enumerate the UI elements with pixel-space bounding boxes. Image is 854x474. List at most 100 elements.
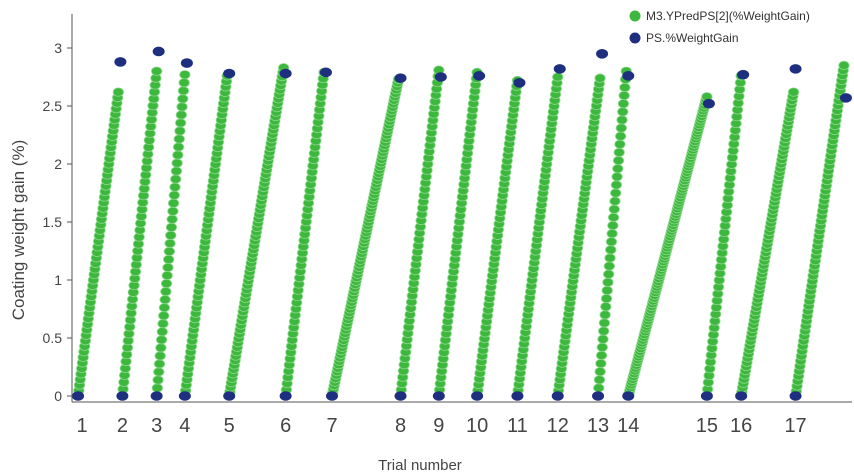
predicted-point	[159, 295, 171, 305]
predicted-point	[166, 214, 178, 224]
axes: 00.511.522.531 2 3 4 5 6 7 8 9 10 11 12 13 14 15 16 17	[43, 14, 852, 437]
y-tick-label: 2.5	[43, 98, 63, 114]
measured-point-end	[839, 93, 852, 103]
x-tick-label: 1	[76, 415, 87, 437]
measured-point-end	[513, 78, 526, 88]
measured-point-end	[737, 69, 750, 80]
predicted-point	[616, 115, 628, 125]
predicted-point	[602, 277, 614, 287]
measured-point-start	[432, 391, 445, 401]
series-measured	[72, 46, 852, 401]
legend-marker-measured	[629, 32, 641, 44]
legend-label-measured: PS.%WeightGain	[646, 31, 739, 45]
predicted-point	[112, 87, 124, 97]
predicted-point	[613, 147, 625, 157]
measured-point-end	[394, 73, 407, 83]
predicted-point	[609, 196, 621, 206]
x-tick-label: 2	[117, 415, 128, 437]
measured-point-end	[622, 71, 635, 81]
predicted-point	[174, 126, 186, 136]
predicted-point	[172, 142, 185, 152]
predicted-point	[162, 262, 174, 273]
predicted-point	[171, 158, 183, 168]
predicted-point	[607, 212, 620, 222]
measured-point-start	[789, 391, 802, 401]
measured-point-end	[223, 68, 236, 79]
predicted-point	[601, 285, 613, 296]
x-tick-label: 11	[507, 415, 528, 437]
y-tick-label: 1	[54, 272, 62, 288]
predicted-point	[164, 238, 176, 248]
measured-point-start	[150, 391, 163, 401]
predicted-point	[175, 118, 187, 128]
y-axis-title: Coating weight gain (%)	[9, 140, 28, 320]
measured-point-end	[596, 49, 609, 59]
measured-point-start	[592, 391, 605, 401]
measured-point-end	[180, 58, 193, 68]
predicted-point	[163, 246, 175, 257]
measured-point-end	[789, 64, 802, 74]
measured-point-start	[279, 391, 292, 401]
predicted-point	[612, 164, 624, 174]
x-tick-label: 5	[224, 415, 235, 437]
predicted-point	[160, 286, 172, 297]
predicted-point	[152, 375, 164, 385]
predicted-point	[615, 131, 627, 141]
predicted-point	[177, 94, 189, 104]
predicted-point	[597, 334, 609, 344]
predicted-point	[603, 261, 615, 271]
x-tick-label: 14	[617, 415, 639, 437]
x-tick-label: 12	[547, 415, 569, 437]
predicted-point	[614, 139, 626, 149]
predicted-point	[787, 87, 800, 97]
measured-point-start	[622, 391, 635, 401]
predicted-point	[157, 319, 169, 329]
legend-label-predicted: M3.YPredPS[2](%WeightGain)	[646, 9, 810, 23]
measured-point-end	[434, 72, 447, 82]
predicted-point	[175, 110, 187, 120]
plot-area	[72, 46, 852, 401]
y-tick-label: 0	[54, 388, 62, 404]
predicted-point	[619, 82, 631, 93]
predicted-point	[607, 220, 619, 231]
x-tick-label: 10	[466, 415, 488, 437]
predicted-point	[153, 367, 165, 377]
predicted-point	[610, 180, 622, 190]
predicted-point	[595, 358, 607, 369]
measured-point-start	[735, 391, 748, 401]
x-tick-label: 7	[326, 415, 337, 437]
measured-point-start	[72, 391, 85, 401]
measured-point-start	[394, 391, 407, 401]
predicted-point	[156, 327, 168, 337]
predicted-point	[610, 188, 622, 198]
predicted-point	[606, 229, 618, 239]
predicted-point	[169, 182, 181, 192]
predicted-point	[600, 293, 613, 304]
predicted-point	[179, 70, 191, 80]
predicted-point	[155, 335, 168, 345]
predicted-point	[599, 310, 611, 320]
x-axis-title: Trial number	[378, 457, 462, 474]
measured-point-end	[702, 98, 715, 109]
predicted-point	[594, 367, 606, 377]
measured-point-start	[326, 391, 338, 401]
predicted-point	[605, 245, 617, 255]
measured-point-end	[279, 68, 292, 79]
x-tick-label: 8	[395, 415, 406, 437]
predicted-point	[165, 230, 177, 240]
measured-point-end	[114, 57, 127, 67]
predicted-point	[617, 107, 629, 117]
predicted-point	[158, 303, 171, 313]
predicted-point	[163, 254, 175, 265]
measured-point-start	[223, 391, 236, 401]
predicted-point	[598, 318, 610, 328]
predicted-point	[598, 326, 610, 336]
measured-point-start	[551, 391, 564, 401]
predicted-point	[160, 278, 173, 289]
predicted-point	[600, 302, 612, 312]
predicted-point	[596, 342, 608, 352]
predicted-point	[151, 383, 163, 393]
x-tick-label: 6	[280, 415, 291, 437]
y-tick-label: 0.5	[43, 330, 63, 346]
